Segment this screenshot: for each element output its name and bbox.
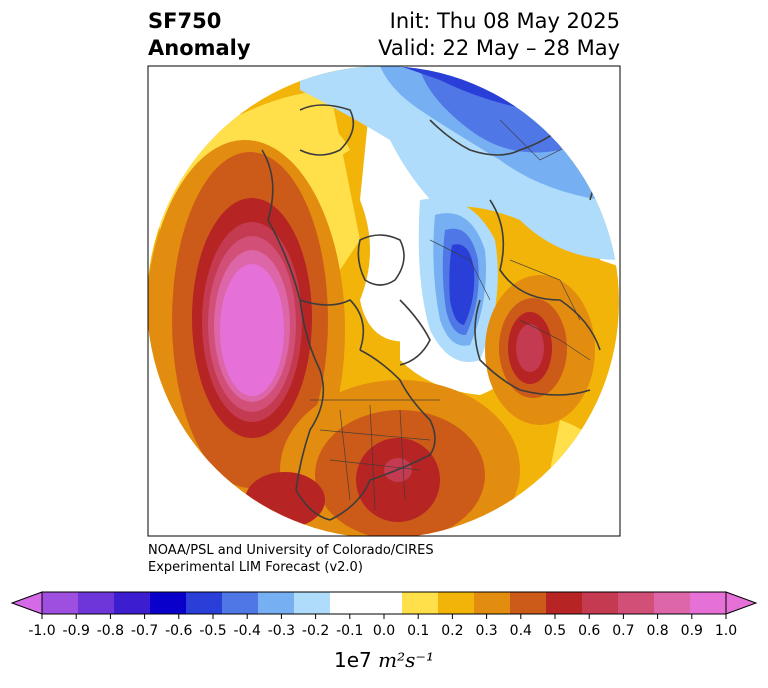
- title-right: Init: Thu 08 May 2025 Valid: 22 May – 28…: [378, 8, 620, 62]
- colorbar-tick-label: -0.9: [63, 623, 90, 639]
- map-field: [148, 66, 619, 536]
- unit-prefix: 1e7: [334, 648, 372, 672]
- unit-text: m²s⁻¹: [378, 648, 434, 672]
- colorbar-swatch: [582, 592, 619, 614]
- colorbar-tick-label: 0.2: [441, 623, 463, 639]
- credit-line-1: NOAA/PSL and University of Colorado/CIRE…: [148, 543, 434, 558]
- colorbar-swatch: [330, 592, 367, 614]
- colorbar-tick-label: 0.6: [578, 623, 600, 639]
- colorbar-swatch: [114, 592, 151, 614]
- colorbar: -1.0 -0.9 -0.8 -0.7 -0.6 -0.5 -0.4 -0.3 -0.2 -0.1…: [10, 591, 758, 639]
- colorbar-swatch: [546, 592, 583, 614]
- colorbar-tick-label: 0.4: [510, 623, 532, 639]
- colorbar-swatch: [618, 592, 655, 614]
- field-name: Anomaly: [148, 36, 251, 60]
- colorbar-swatch: [294, 592, 331, 614]
- colorbar-tick-label: -1.0: [28, 623, 55, 639]
- colorbar-tick-label: 0.3: [475, 623, 497, 639]
- colorbar-tick-label: 0.1: [407, 623, 429, 639]
- credit-line-2: Experimental LIM Forecast (v2.0): [148, 560, 363, 575]
- colorbar-tick-label: -0.4: [234, 623, 261, 639]
- colorbar-tick-label: 0.9: [681, 623, 703, 639]
- colorbar-tick-label: -0.8: [97, 623, 124, 639]
- colorbar-tick-label: -0.1: [336, 623, 363, 639]
- colorbar-tick-label: 0.8: [646, 623, 668, 639]
- colorbar-tick-label: -0.5: [199, 623, 226, 639]
- colorbar-swatch: [474, 592, 511, 614]
- credit: NOAA/PSL and University of Colorado/CIRE…: [148, 542, 434, 576]
- colorbar-swatch: [150, 592, 187, 614]
- colorbar-tick-label: 0.5: [544, 623, 566, 639]
- colorbar-swatch: [510, 592, 547, 614]
- title-left: SF750 Anomaly: [148, 8, 251, 62]
- colorbar-tick-label: -0.2: [302, 623, 329, 639]
- colorbar-swatch: [366, 592, 403, 614]
- colorbar-swatch: [186, 592, 223, 614]
- colorbar-swatch: [438, 592, 475, 614]
- valid-range: Valid: 22 May – 28 May: [378, 36, 620, 60]
- colorbar-swatch: [78, 592, 115, 614]
- colorbar-tick-label: 0.0: [373, 623, 395, 639]
- init-date: Init: Thu 08 May 2025: [389, 9, 620, 33]
- colorbar-extend-high: [725, 591, 758, 615]
- colorbar-tick-label: -0.6: [165, 623, 192, 639]
- colorbar-swatch: [690, 592, 727, 614]
- colorbar-tick-label: 0.7: [612, 623, 634, 639]
- variable-name: SF750: [148, 9, 222, 33]
- colorbar-tick-label: 1.0: [715, 623, 737, 639]
- map-frame: [147, 65, 621, 537]
- colorbar-swatch: [222, 592, 259, 614]
- colorbar-swatch: [42, 592, 79, 614]
- colorbar-swatch: [402, 592, 439, 614]
- colorbar-unit-label: 1e7 m²s⁻¹: [0, 648, 768, 672]
- colorbar-swatch: [654, 592, 691, 614]
- colorbar-tick-label: -0.7: [131, 623, 158, 639]
- colorbar-extend-low: [10, 591, 43, 615]
- colorbar-swatch: [258, 592, 295, 614]
- colorbar-tick-label: -0.3: [268, 623, 295, 639]
